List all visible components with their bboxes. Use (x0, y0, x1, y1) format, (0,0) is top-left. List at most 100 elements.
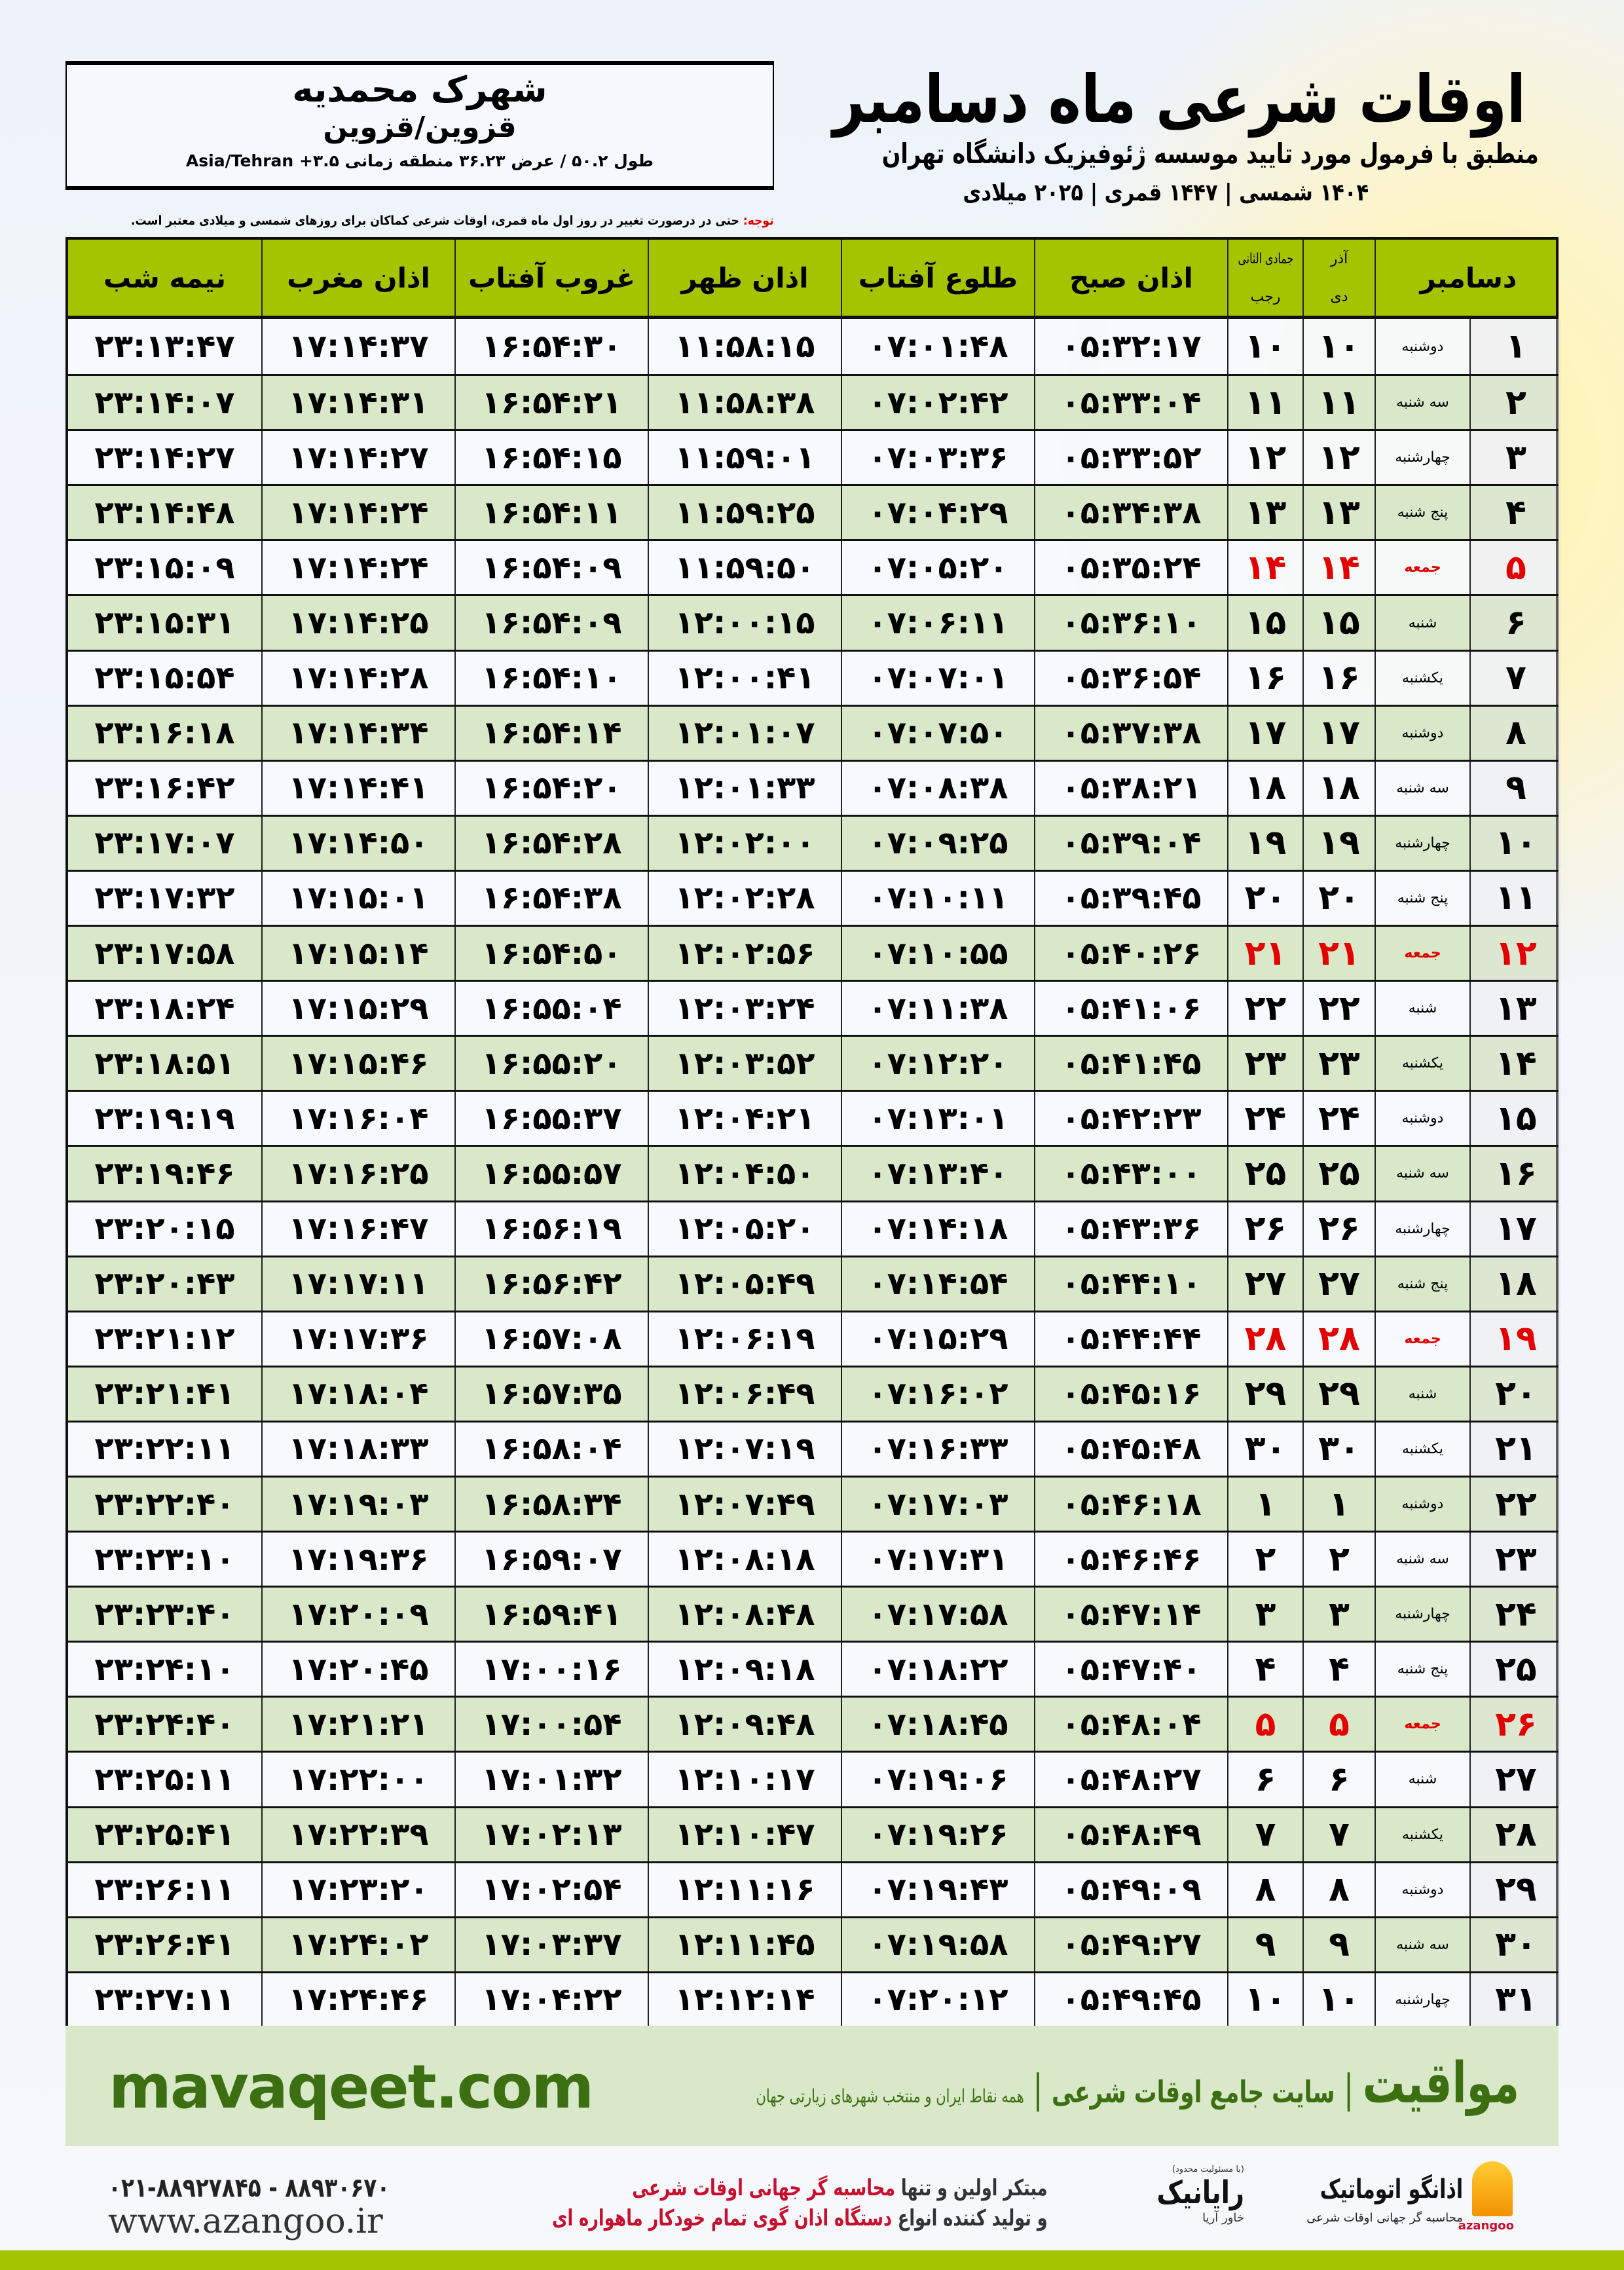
table-row: ۲۳:۲۱:۴۱ ۱۷:۱۸:۰۴ ۱۶:۵۷:۳۵ ۱۲:۰۶:۴۹ ۰۷:۱۶:۰۲… (68, 1365, 1561, 1421)
table-row: ۲۳:۱۵:۵۴ ۱۷:۱۴:۲۸ ۱۶:۵۴:۱۰ ۱۲:۰۰:۴۱ ۰۷:۰۷:۰۱… (68, 649, 1561, 705)
header-shamsi-top: آذر (1330, 250, 1348, 267)
footer-website[interactable]: www.azangoo.ir (108, 2202, 383, 2241)
cell-sunset: ۱۷:۰۰:۱۶ (454, 1643, 648, 1696)
cell-dhuhr: ۱۲:۰۸:۱۸ (648, 1533, 841, 1586)
cell-sunset: ۱۷:۰۳:۳۷ (454, 1918, 648, 1971)
cell-weekday: چهارشنبه (1375, 1588, 1469, 1641)
header-dhuhr: اذان ظهر (648, 240, 841, 316)
cell-sunset: ۱۶:۵۵:۲۰ (454, 1037, 648, 1090)
cell-sunrise: ۰۷:۱۴:۱۸ (841, 1202, 1034, 1256)
table-row: ۲۳:۱۵:۳۱ ۱۷:۱۴:۲۵ ۱۶:۵۴:۰۹ ۱۲:۰۰:۱۵ ۰۷:۰۶:۱۱… (68, 594, 1561, 650)
cell-day: ۴ (1469, 486, 1561, 540)
cell-midnight: ۲۳:۱۵:۵۴ (94, 660, 235, 697)
cell-sunrise: ۰۷:۰۲:۴۲ (841, 376, 1034, 430)
cell-midnight: ۲۳:۱۷:۵۸ (94, 935, 235, 972)
cell-sunrise: ۰۷:۲۰:۱۲ (841, 1973, 1034, 2026)
cell-fajr: ۰۵:۴۴:۴۴ (1034, 1312, 1227, 1366)
cell-midnight: ۲۳:۱۸:۵۱ (94, 1045, 235, 1082)
cell-maghrib: ۱۷:۱۴:۲۸ (261, 651, 454, 705)
cell-weekday: پنج شنبه (1375, 1257, 1469, 1311)
cell-maghrib: ۱۷:۲۳:۲۰ (261, 1863, 454, 1916)
cell-weekday: یکشنبه (1375, 1037, 1469, 1090)
cell-maghrib: ۱۷:۱۶:۲۵ (261, 1147, 454, 1200)
cell-weekday: سه شنبه (1375, 376, 1469, 430)
cell-midnight: ۲۳:۲۳:۱۰ (94, 1540, 235, 1578)
cell-maghrib: ۱۷:۱۴:۳۱ (261, 376, 454, 430)
cell-weekday: دوشنبه (1375, 1863, 1469, 1916)
cell-fajr: ۰۵:۴۱:۰۶ (1034, 982, 1227, 1035)
azangoo-sub: محاسبه گر جهانی اوقات شرعی (1306, 2211, 1463, 2225)
cell-sunset: ۱۶:۵۸:۰۴ (454, 1422, 648, 1476)
cell-sunrise: ۰۷:۱۸:۲۲ (841, 1643, 1034, 1696)
cell-dhuhr: ۱۲:۰۱:۳۳ (648, 761, 841, 815)
cell-shamsi: ۳۰ (1302, 1422, 1375, 1476)
cell-dhuhr: ۱۲:۱۰:۴۷ (648, 1808, 841, 1861)
cell-day: ۱۱ (1469, 871, 1561, 925)
banner-website[interactable]: mavaqeet.com (109, 2052, 594, 2122)
cell-dhuhr: ۱۲:۱۰:۱۷ (648, 1753, 841, 1806)
azangoo-logo: azangoo اذانگو اتوماتیک محاسبه گر جهانی … (1283, 2155, 1519, 2233)
cell-midnight: ۲۳:۱۷:۰۷ (94, 825, 235, 862)
cell-qamari: ۱۸ (1227, 761, 1302, 815)
cell-qamari: ۹ (1227, 1918, 1302, 1971)
cell-maghrib: ۱۷:۲۴:۰۲ (261, 1918, 454, 1971)
cell-maghrib: ۱۷:۲۱:۲۱ (261, 1698, 454, 1751)
cell-shamsi: ۱۶ (1302, 651, 1375, 705)
cell-fajr: ۰۵:۳۳:۰۴ (1034, 376, 1227, 430)
cell-dhuhr: ۱۲:۰۹:۴۸ (648, 1698, 841, 1751)
cell-maghrib: ۱۷:۱۴:۳۷ (261, 319, 454, 375)
table-row: ۲۳:۱۴:۰۷ ۱۷:۱۴:۳۱ ۱۶:۵۴:۲۱ ۱۱:۵۸:۳۸ ۰۷:۰۲:۴۲… (68, 374, 1561, 430)
note: توجه: حتی در درصورت تغییر در روز اول ماه… (131, 214, 774, 228)
header-maghrib: اذان مغرب (261, 240, 454, 316)
cell-shamsi: ۱۵ (1302, 596, 1375, 650)
cell-shamsi: ۲۱ (1302, 927, 1375, 980)
cell-day: ۱۰ (1469, 816, 1561, 870)
cell-qamari: ۲۱ (1227, 927, 1302, 980)
year-line: ۱۴۰۴ شمسی | ۱۴۴۷ قمری | ۲۰۲۵ میلادی (963, 179, 1369, 206)
cell-sunset: ۱۶:۵۵:۰۴ (454, 982, 648, 1035)
cell-sunrise: ۰۷:۰۹:۲۵ (841, 816, 1034, 870)
cell-sunrise: ۰۷:۱۱:۳۸ (841, 982, 1034, 1035)
cell-shamsi: ۱۸ (1302, 761, 1375, 815)
raianik-sub: خاور آریا (1202, 2211, 1244, 2225)
cell-shamsi: ۶ (1302, 1753, 1375, 1806)
city-name: شهرک محمدیه (292, 69, 547, 110)
cell-maghrib: ۱۷:۱۷:۱۱ (261, 1257, 454, 1311)
cell-sunrise: ۰۷:۱۹:۰۶ (841, 1753, 1034, 1806)
cell-shamsi: ۱۴ (1302, 541, 1375, 595)
table-row: ۲۳:۲۰:۱۵ ۱۷:۱۶:۴۷ ۱۶:۵۶:۱۹ ۱۲:۰۵:۲۰ ۰۷:۱۴:۱۸… (68, 1200, 1561, 1256)
cell-shamsi: ۱۷ (1302, 706, 1375, 760)
cell-dhuhr: ۱۲:۰۰:۴۱ (648, 651, 841, 705)
cell-maghrib: ۱۷:۱۷:۳۶ (261, 1312, 454, 1366)
cell-weekday: سه شنبه (1375, 1147, 1469, 1200)
cell-weekday: دوشنبه (1375, 706, 1469, 760)
cell-sunset: ۱۶:۵۴:۱۴ (454, 706, 648, 760)
cell-day: ۵ (1469, 541, 1561, 595)
cell-shamsi: ۱۲ (1302, 431, 1375, 485)
cell-dhuhr: ۱۲:۱۲:۱۴ (648, 1973, 841, 2026)
cell-weekday: سه شنبه (1375, 1533, 1469, 1586)
cell-qamari: ۱۵ (1227, 596, 1302, 650)
cell-fajr: ۰۵:۳۸:۲۱ (1034, 761, 1227, 815)
cell-midnight: ۲۳:۱۴:۲۷ (94, 439, 235, 476)
table-row: ۲۳:۱۹:۱۹ ۱۷:۱۶:۰۴ ۱۶:۵۵:۳۷ ۱۲:۰۴:۲۱ ۰۷:۱۳:۰۱… (68, 1090, 1561, 1145)
cell-sunset: ۱۶:۵۶:۴۲ (454, 1257, 648, 1311)
cell-sunset: ۱۶:۵۵:۳۷ (454, 1092, 648, 1145)
cell-maghrib: ۱۷:۱۹:۳۶ (261, 1533, 454, 1586)
cell-midnight: ۲۳:۲۰:۱۵ (94, 1210, 235, 1248)
cell-shamsi: ۲۳ (1302, 1037, 1375, 1090)
table-row: ۲۳:۲۴:۱۰ ۱۷:۲۰:۴۵ ۱۷:۰۰:۱۶ ۱۲:۰۹:۱۸ ۰۷:۱۸:۲۲… (68, 1641, 1561, 1696)
cell-qamari: ۲۵ (1227, 1147, 1302, 1200)
cell-midnight: ۲۳:۲۵:۱۱ (94, 1760, 235, 1798)
table-body: ۲۳:۱۳:۴۷ ۱۷:۱۴:۳۷ ۱۶:۵۴:۳۰ ۱۱:۵۸:۱۵ ۰۷:۰۱:۴۸… (68, 319, 1561, 2026)
cell-day: ۱۹ (1469, 1312, 1561, 1366)
cell-maghrib: ۱۷:۱۵:۲۹ (261, 982, 454, 1035)
cell-day: ۲۸ (1469, 1808, 1561, 1861)
header-qamari-top: جمادی الثانی (1238, 250, 1293, 267)
cell-sunset: ۱۶:۵۴:۱۵ (454, 431, 648, 485)
cell-qamari: ۱۱ (1227, 376, 1302, 430)
cell-sunset: ۱۷:۰۱:۳۲ (454, 1753, 648, 1806)
header-fajr: اذان صبح (1034, 240, 1227, 316)
cell-maghrib: ۱۷:۱۶:۴۷ (261, 1202, 454, 1256)
cell-shamsi: ۷ (1302, 1808, 1375, 1861)
